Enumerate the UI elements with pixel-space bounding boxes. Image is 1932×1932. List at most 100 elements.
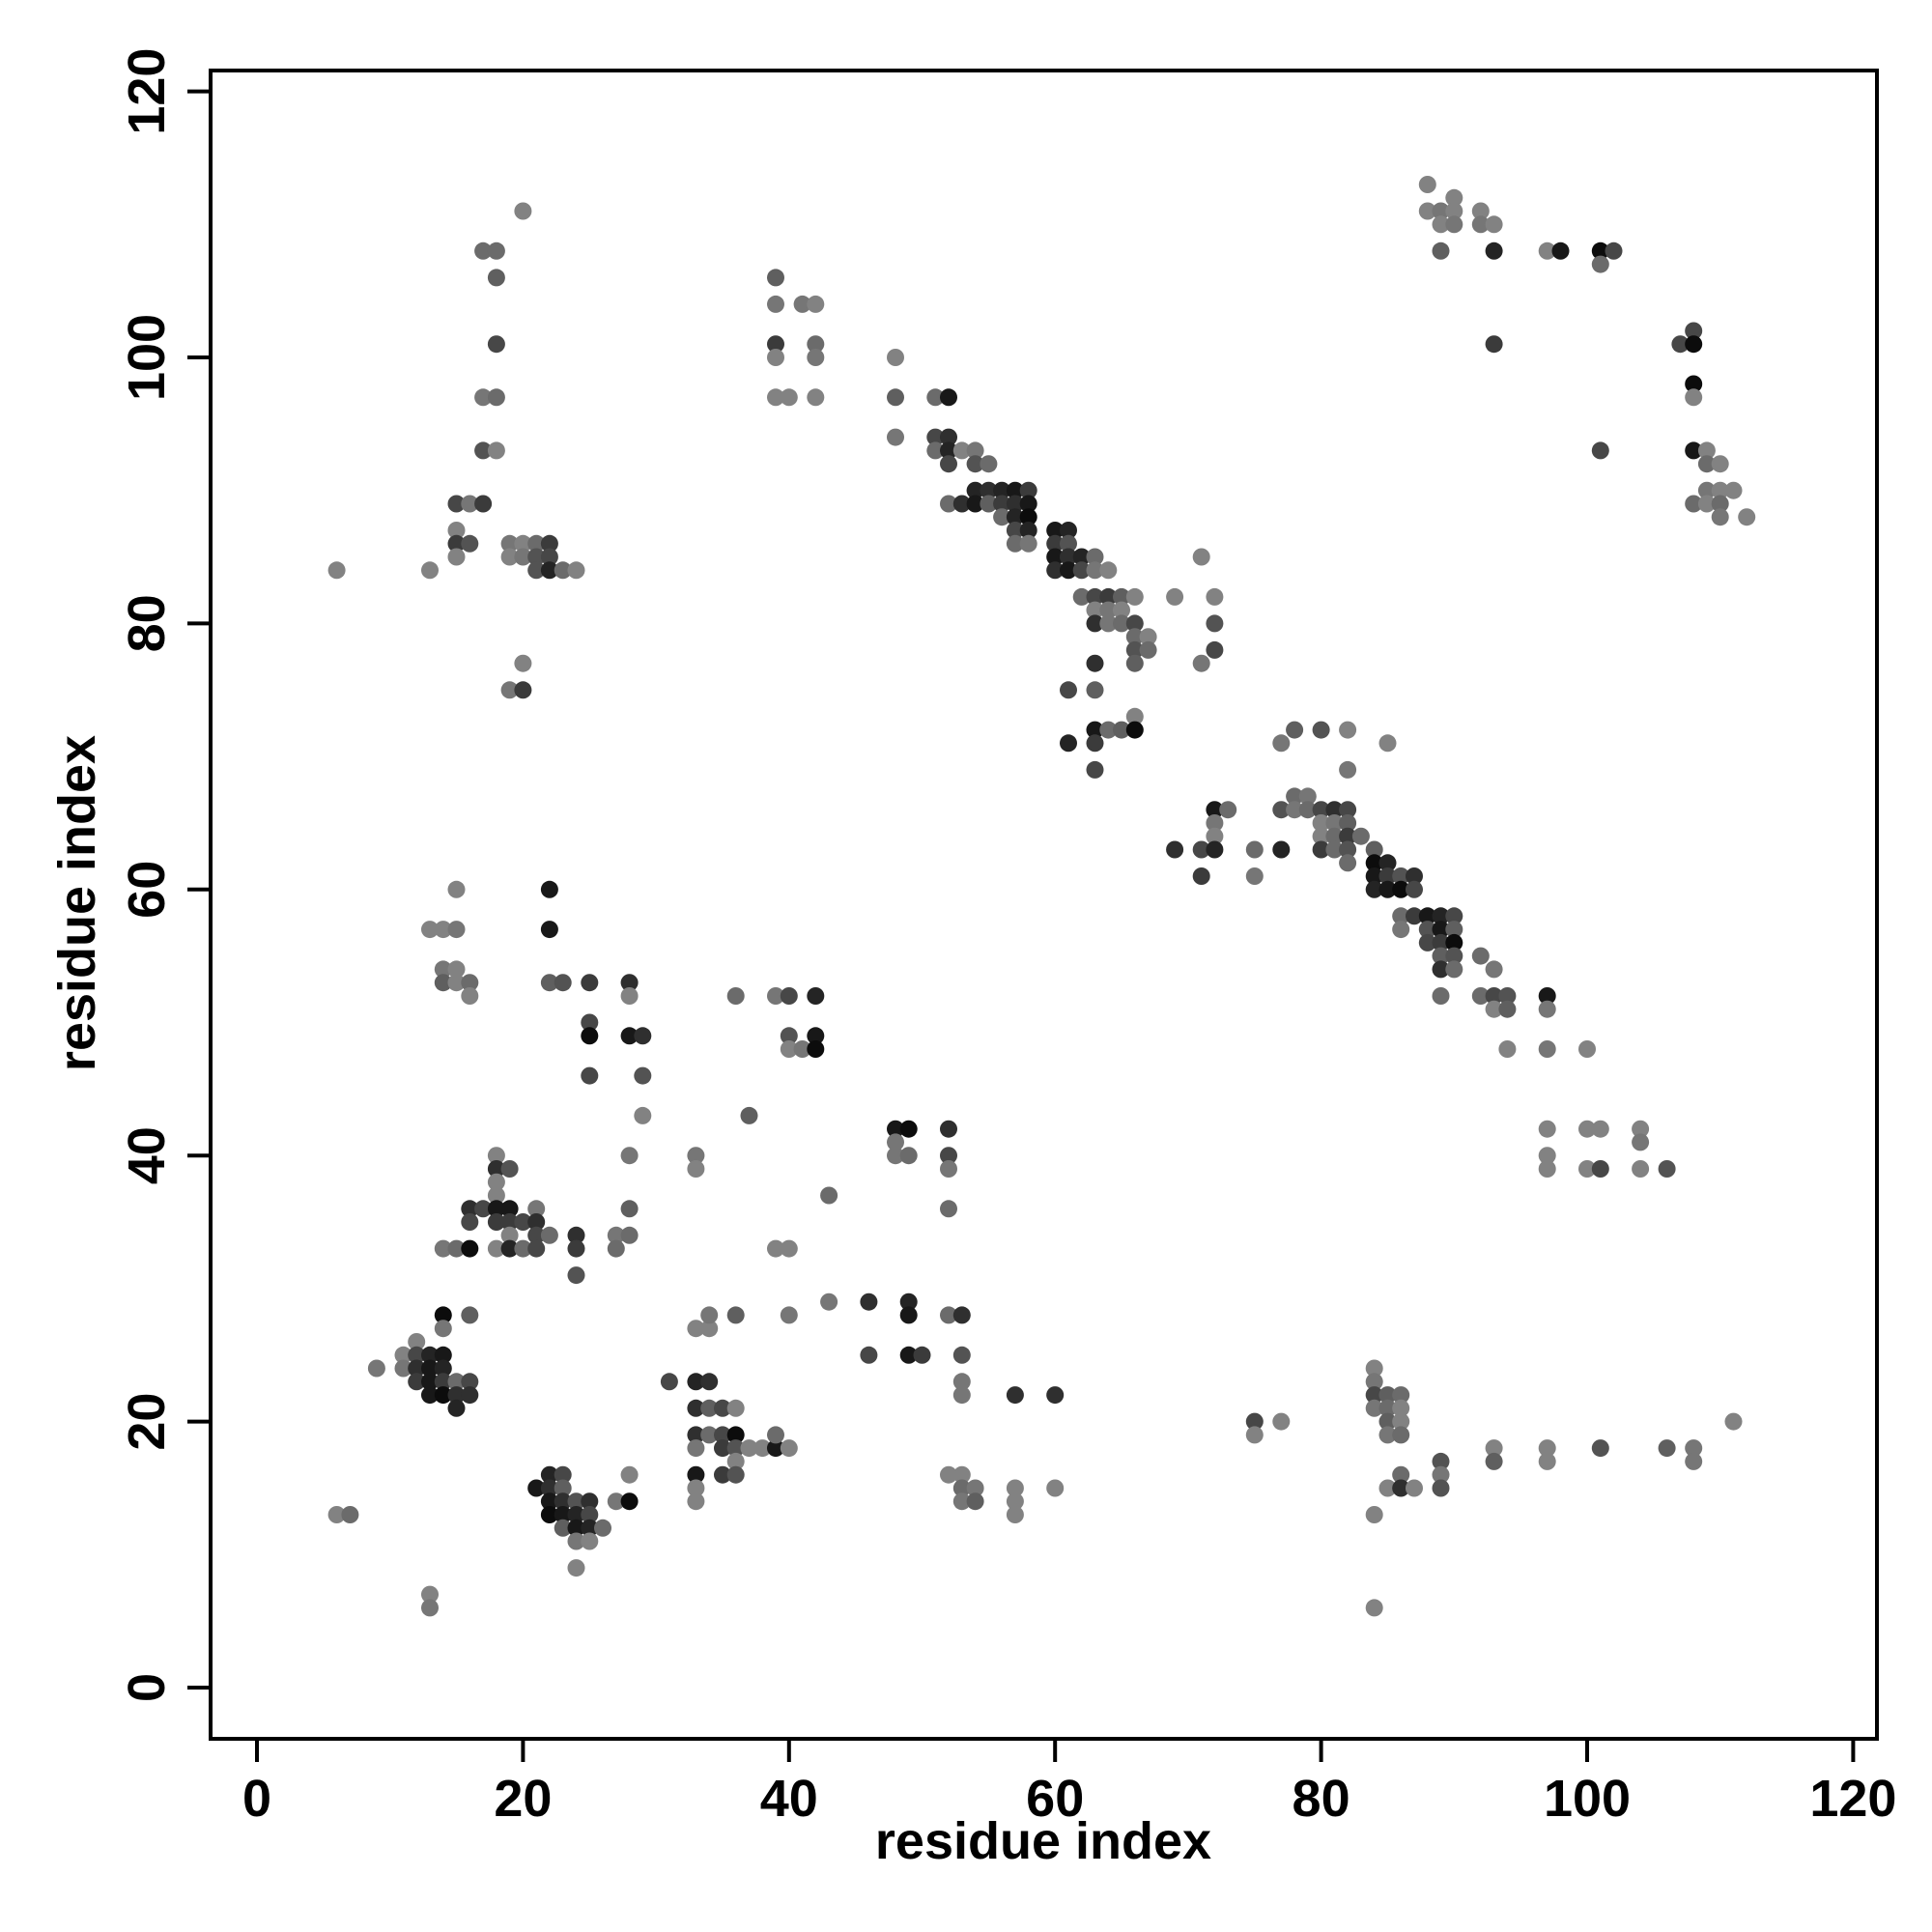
data-point — [1591, 255, 1609, 273]
data-point — [1591, 242, 1609, 260]
data-point — [1046, 1479, 1065, 1497]
data-point — [1286, 787, 1304, 806]
data-point — [1418, 921, 1436, 939]
data-point — [1125, 614, 1144, 633]
data-point — [700, 1306, 719, 1324]
data-point — [567, 1239, 585, 1258]
data-point — [461, 1373, 479, 1391]
data-point — [940, 1306, 957, 1324]
data-point — [1086, 681, 1104, 699]
data-point — [1019, 522, 1037, 539]
data-point — [726, 1306, 745, 1324]
data-point — [540, 1226, 558, 1244]
data-point — [753, 1439, 772, 1458]
plot-frame — [209, 69, 1879, 1741]
data-point — [926, 388, 945, 407]
data-point — [767, 1239, 784, 1258]
data-point — [527, 1200, 546, 1218]
data-point — [1365, 854, 1383, 872]
data-point — [421, 1585, 439, 1604]
data-point — [1578, 1040, 1596, 1058]
data-point — [540, 1492, 558, 1511]
data-point — [1046, 1386, 1065, 1405]
data-point — [1498, 1000, 1517, 1018]
data-point — [1192, 867, 1210, 885]
data-point — [1697, 455, 1716, 473]
data-point — [1392, 907, 1410, 925]
data-point — [1019, 495, 1037, 513]
data-point — [394, 1346, 412, 1364]
data-point — [527, 1479, 546, 1497]
data-point — [807, 388, 825, 407]
data-point — [514, 681, 532, 699]
data-point — [421, 561, 439, 580]
data-point — [447, 1373, 466, 1391]
x-tick-label: 40 — [760, 1770, 818, 1828]
data-point — [1378, 1479, 1397, 1497]
data-point — [1325, 827, 1344, 845]
data-point — [767, 335, 784, 354]
data-point — [1365, 1599, 1383, 1617]
data-point — [461, 1200, 479, 1218]
data-point — [500, 534, 519, 553]
data-point — [899, 1147, 918, 1165]
data-point — [1272, 840, 1291, 859]
data-point — [487, 1147, 505, 1165]
data-point — [1392, 1412, 1410, 1431]
data-point — [447, 522, 466, 539]
data-point — [367, 1359, 385, 1378]
data-point — [1406, 907, 1423, 925]
data-point — [1206, 801, 1224, 819]
data-point — [660, 1373, 678, 1391]
data-point — [952, 1346, 971, 1364]
data-point — [780, 1306, 798, 1324]
data-point — [461, 974, 479, 992]
data-point — [620, 1465, 639, 1484]
data-point — [408, 1333, 426, 1350]
data-point — [1272, 1412, 1291, 1431]
data-point — [461, 1239, 479, 1258]
data-point — [952, 441, 971, 460]
data-point — [887, 349, 904, 366]
data-point — [940, 428, 957, 446]
data-point — [700, 1426, 719, 1444]
data-point — [807, 295, 825, 313]
data-point — [1245, 840, 1264, 859]
data-point — [1697, 441, 1716, 460]
data-point — [567, 1519, 585, 1537]
data-point — [1485, 1000, 1503, 1018]
data-point — [447, 534, 466, 553]
y-tick-label: 40 — [118, 1126, 176, 1184]
data-point — [1445, 921, 1463, 939]
data-point — [1206, 640, 1224, 659]
data-point — [1046, 534, 1065, 553]
data-point — [940, 455, 957, 473]
data-point — [1113, 721, 1130, 739]
data-point — [527, 548, 546, 566]
data-point — [461, 1306, 479, 1324]
data-point — [447, 548, 466, 566]
data-point — [447, 960, 466, 979]
data-point — [1432, 242, 1450, 260]
data-point — [687, 1320, 705, 1338]
data-point — [687, 1439, 705, 1458]
data-point — [807, 335, 825, 354]
data-point — [980, 455, 998, 473]
data-point — [1006, 1492, 1024, 1511]
data-point — [860, 1293, 878, 1311]
data-point — [1086, 734, 1104, 753]
data-point — [1392, 1399, 1410, 1417]
data-point — [714, 1465, 731, 1484]
data-point — [767, 987, 784, 1005]
data-point — [461, 1386, 479, 1405]
data-point — [1685, 322, 1703, 340]
data-point — [780, 987, 798, 1005]
data-point — [1632, 1160, 1650, 1178]
data-point — [1125, 654, 1144, 672]
data-point — [527, 1239, 546, 1258]
data-point — [447, 1399, 466, 1417]
data-point — [1272, 734, 1291, 753]
data-point — [514, 534, 532, 553]
x-tick-label: 100 — [1544, 1770, 1631, 1828]
data-point — [1139, 640, 1157, 659]
